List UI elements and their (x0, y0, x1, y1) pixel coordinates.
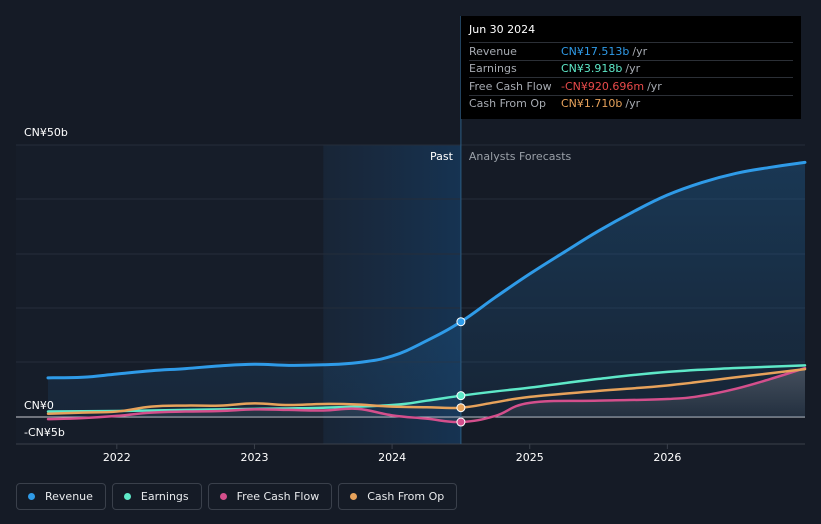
legend-dot-icon (350, 493, 358, 500)
revenue-area (48, 162, 805, 417)
free-cash-flow-marker (456, 417, 466, 427)
x-tick-label: 2022 (103, 451, 131, 464)
earnings-line (46, 364, 807, 413)
legend-dot-icon (28, 493, 35, 500)
tooltip-row-cash-from-op: Cash From Op CN¥1.710b /yr (469, 94, 793, 113)
cash-from-op-line (46, 367, 807, 415)
earnings-marker (456, 391, 466, 401)
x-axis-ticks: 2022 2023 2024 2025 2026 (103, 444, 681, 464)
tooltip-row-earnings: Earnings CN¥3.918b /yr (469, 59, 793, 78)
legend-label: Cash From Op (367, 490, 445, 503)
series-lines (46, 160, 807, 424)
tooltip-row-unit: /yr (632, 44, 648, 58)
tooltip-row-value: CN¥1.710b (561, 97, 623, 111)
legend-dot-icon (219, 493, 227, 500)
x-tick-label: 2025 (516, 451, 544, 464)
free-cash-flow-area (48, 368, 805, 423)
tooltip-date: Jun 30 2024 (469, 23, 536, 36)
x-tick-label: 2024 (378, 451, 406, 464)
legend-label: Earnings (140, 490, 189, 503)
tooltip-row-name: Revenue (469, 44, 517, 58)
y-axis-top-label: CN¥50b (24, 126, 68, 139)
tooltip-row-unit: /yr (647, 79, 662, 93)
tooltip-row-unit: /yr (625, 97, 641, 111)
tooltip-row-value: CN¥3.918b (561, 62, 623, 76)
tooltip-row-name: Cash From Op (469, 97, 547, 111)
legend-item-free-cash-flow[interactable]: Free Cash Flow (207, 483, 333, 510)
tooltip-row-value: CN¥17.513b (561, 44, 630, 58)
series-areas (48, 162, 805, 423)
cash-from-op-marker (456, 403, 466, 413)
legend-dot-icon (123, 493, 131, 500)
legend-item-earnings[interactable]: Earnings (111, 483, 202, 510)
legend-label: Free Cash Flow (236, 490, 320, 503)
legend: Revenue Earnings Free Cash Flow Cash Fro… (16, 483, 458, 510)
past-label: Past (430, 150, 454, 163)
free-cash-flow-line (46, 366, 807, 424)
forecast-label: Analysts Forecasts (469, 150, 572, 163)
legend-item-revenue[interactable]: Revenue (16, 483, 106, 510)
legend-label: Revenue (45, 490, 93, 503)
x-tick-label: 2023 (240, 451, 268, 464)
tooltip-row-name: Earnings (469, 62, 517, 76)
tooltip: Jun 30 2024 Revenue CN¥17.513b /yr Earni… (461, 16, 801, 119)
legend-item-cash-from-op[interactable]: Cash From Op (338, 483, 458, 510)
revenue-marker (456, 317, 466, 327)
tooltip-row-revenue: Revenue CN¥17.513b /yr (469, 42, 793, 60)
tooltip-row-free-cash-flow: Free Cash Flow -CN¥920.696m /yr (469, 77, 793, 95)
tooltip-row-unit: /yr (625, 62, 641, 76)
highlight-markers (456, 317, 466, 427)
y-axis-bottom-label: -CN¥5b (24, 426, 65, 439)
tooltip-row-name: Free Cash Flow (469, 79, 552, 93)
tooltip-row-value: -CN¥920.696m (561, 79, 645, 93)
x-tick-label: 2026 (653, 451, 681, 464)
revenue-line (46, 160, 807, 380)
y-axis-zero-label: CN¥0 (24, 399, 54, 412)
